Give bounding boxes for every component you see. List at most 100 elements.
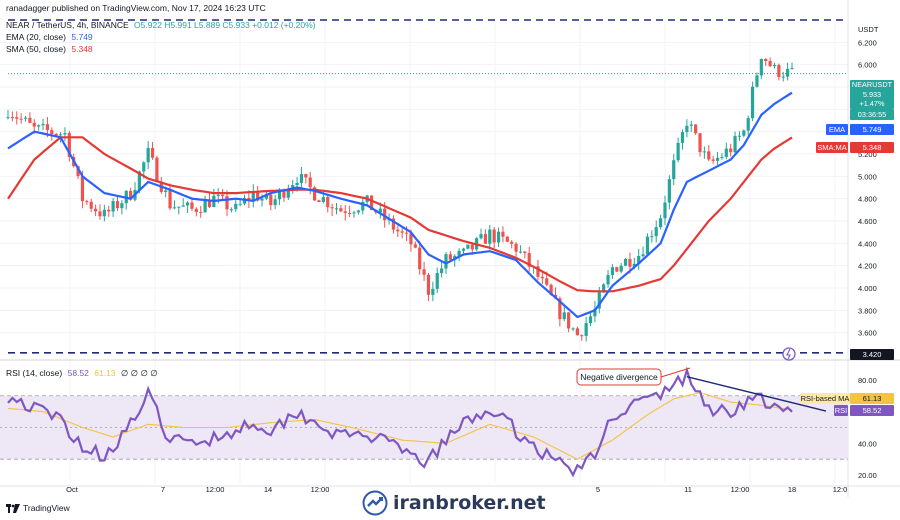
candle-body [107,209,111,212]
price-tick-label: 4.600 [858,217,877,226]
candle-body [330,207,334,209]
candle-body [295,182,299,186]
candle-body [637,256,641,264]
candle-body [510,241,514,244]
candle-body [720,156,724,158]
candle-body [181,205,185,207]
watermark-logo-icon [362,490,388,516]
candle-body [409,233,413,245]
currency-label: USDT [858,25,879,34]
candle-body [137,171,141,190]
rsi-grid [0,395,848,460]
candle-body [558,298,562,320]
candle-body [150,147,155,158]
time-tick-label: 18 [788,485,796,494]
candle-body [654,227,658,237]
candle-body [199,211,203,213]
candle-body [400,231,404,233]
sma-legend-value: 5.348 [71,44,93,54]
candle-body [404,232,409,234]
tradingview-label: TradingView [23,503,70,513]
candle-body [623,259,628,266]
rsi-ma-value-tag: 61.13 [850,393,894,404]
watermark: iranbroker.net [362,490,546,516]
price-tick-label: 6.000 [858,61,877,70]
rsi-tick-label: 40.00 [858,439,877,448]
candle-body [369,195,374,211]
candle-body [413,244,417,248]
candle-body [348,212,352,214]
last-price: 5.933 [862,89,882,99]
rsi-legend-label: RSI (14, close) [6,368,63,378]
divergence-line [686,376,827,412]
ema-name-tag: EMA [826,124,848,135]
candle-body [466,244,470,249]
candle-body [269,194,273,206]
rsi-legend[interactable]: RSI (14, close) 58.52 61.13 ∅ ∅ ∅ ∅ [6,368,158,379]
candle-body [260,198,264,201]
candle-body [615,267,619,272]
rsi-name-tag: RSI [834,405,848,416]
candle-body [619,265,623,272]
candle-body [461,248,466,251]
candle-body [326,197,330,208]
time-tick-label: 12:00 [206,485,225,494]
time-tick-label: 12:00 [731,485,750,494]
candle-body [185,202,190,206]
candle-body [733,135,737,153]
candle-body [356,210,360,213]
candle-body [645,236,650,255]
ema-value-tag: 5.749 [850,124,894,135]
candle-body [111,201,115,212]
candle-body [444,254,448,269]
last-change: +1.47% [859,99,885,108]
alert-icon[interactable] [782,347,796,361]
candle-body [120,203,124,209]
sma-name-tag: SMA:MA [816,142,848,153]
ema-legend[interactable]: EMA (20, close) 5.749 [6,32,93,42]
candle-body [334,208,339,210]
candle-body [221,194,225,197]
candle-body [32,122,36,127]
candle-body [45,124,50,131]
candle-body [422,269,426,275]
ema-legend-value: 5.749 [71,32,93,42]
candle-body [234,203,238,210]
candle-body [536,266,540,277]
candle-body [584,323,588,336]
rsi-tick-label: 80.00 [858,376,877,385]
candle-body [501,231,505,237]
time-axis[interactable]: Oct 7 12:00 14 12:00 5 11 12:00 18 12:0 [66,485,847,494]
candle-body [383,208,387,221]
time-tick-label: 5 [596,485,600,494]
candle-body [28,117,32,123]
support-tag: 3.420 [850,349,894,360]
candle-body [304,174,308,178]
candle-body [177,206,181,208]
candle-body [299,174,304,183]
candle-body [247,197,251,201]
tradingview-brand[interactable]: TradingView [6,503,70,513]
sma-legend[interactable]: SMA (50, close) 5.348 [6,44,93,54]
candle-body [571,328,575,330]
tradingview-logo-icon [6,503,20,513]
candle-body [715,157,720,161]
candle-body [286,190,290,198]
price-tick-label: 4.200 [858,262,877,271]
candle-body [168,190,172,209]
candle-body [251,191,255,201]
candle-body [435,273,439,289]
divergence-annotation: Negative divergence [576,367,691,386]
candle-body [98,211,102,217]
last-price-tag: NEARUSDT 5.933 +1.47% [850,80,894,109]
candle-body [15,117,19,119]
candle-body [659,218,663,228]
candle-body [391,218,396,230]
candle-body [172,207,177,209]
time-tick-label: 11 [684,485,692,494]
candle-body [225,196,229,210]
candle-body [768,61,772,67]
candle-body [488,229,492,244]
